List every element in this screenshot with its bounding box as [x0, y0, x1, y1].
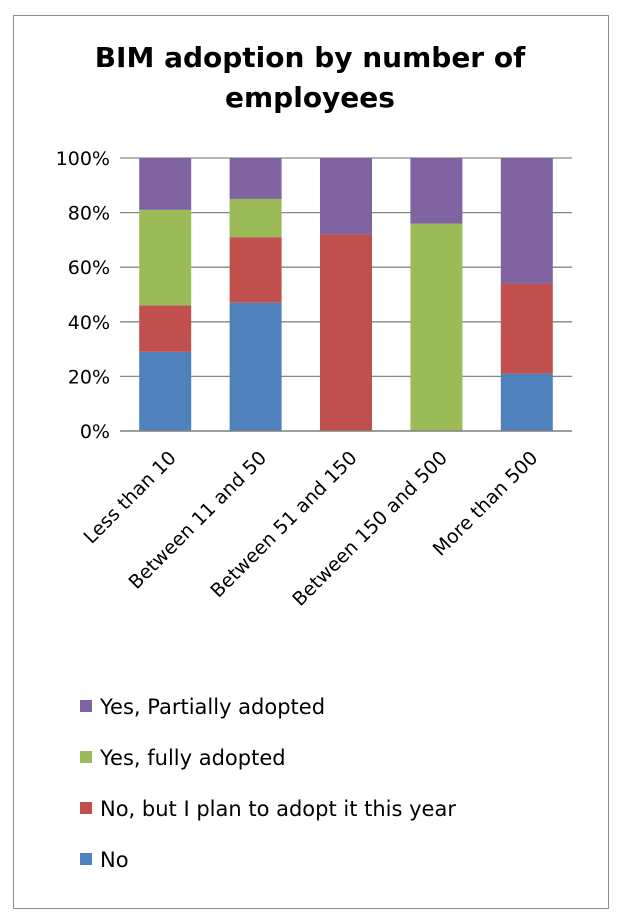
bar-segment: [229, 158, 282, 199]
x-tick-label: Less than 10: [79, 447, 180, 548]
y-tick-label: 60%: [68, 257, 110, 279]
legend-item-yes-partially-adopted: Yes, Partially adopted: [80, 692, 325, 722]
legend-swatch: [80, 700, 92, 712]
bar-segment: [139, 351, 192, 431]
y-tick-label: 100%: [56, 148, 110, 170]
legend-label: Yes, fully adopted: [100, 746, 286, 770]
bar-segment: [139, 158, 192, 210]
bar-segment: [229, 302, 282, 431]
bar-segment: [229, 237, 282, 303]
y-tick-label: 0%: [80, 421, 110, 443]
x-tick-label: Between 150 and 500: [288, 447, 452, 611]
bar-segment: [410, 223, 463, 431]
legend-label: Yes, Partially adopted: [100, 695, 326, 719]
bar-segment: [139, 209, 192, 306]
bar-segment: [500, 283, 553, 374]
bar-segment: [410, 158, 463, 224]
y-tick-label: 80%: [68, 203, 110, 225]
legend-swatch: [80, 853, 92, 865]
bar-segment: [500, 158, 553, 284]
bar-segment: [320, 234, 372, 431]
legend-item-no: No: [80, 845, 129, 875]
legend-swatch: [80, 802, 92, 814]
x-tick-label: Between 51 and 150: [206, 447, 361, 602]
bar-segment: [229, 198, 282, 238]
y-tick-label: 40%: [68, 312, 110, 334]
bar-segment: [139, 305, 192, 352]
chart-title: BIM adoption by number of employees: [94, 41, 526, 114]
legend-swatch: [80, 751, 92, 763]
legend-label: No, but I plan to adopt it this year: [100, 797, 456, 821]
bar-segment: [320, 158, 372, 235]
y-tick-label: 20%: [68, 366, 110, 388]
legend-item-yes-fully-adopted: Yes, fully adopted: [80, 743, 286, 773]
legend-item-no-but-plan: No, but I plan to adopt it this year: [80, 794, 456, 824]
bar-segment: [500, 373, 553, 431]
legend-label: No: [100, 848, 129, 872]
